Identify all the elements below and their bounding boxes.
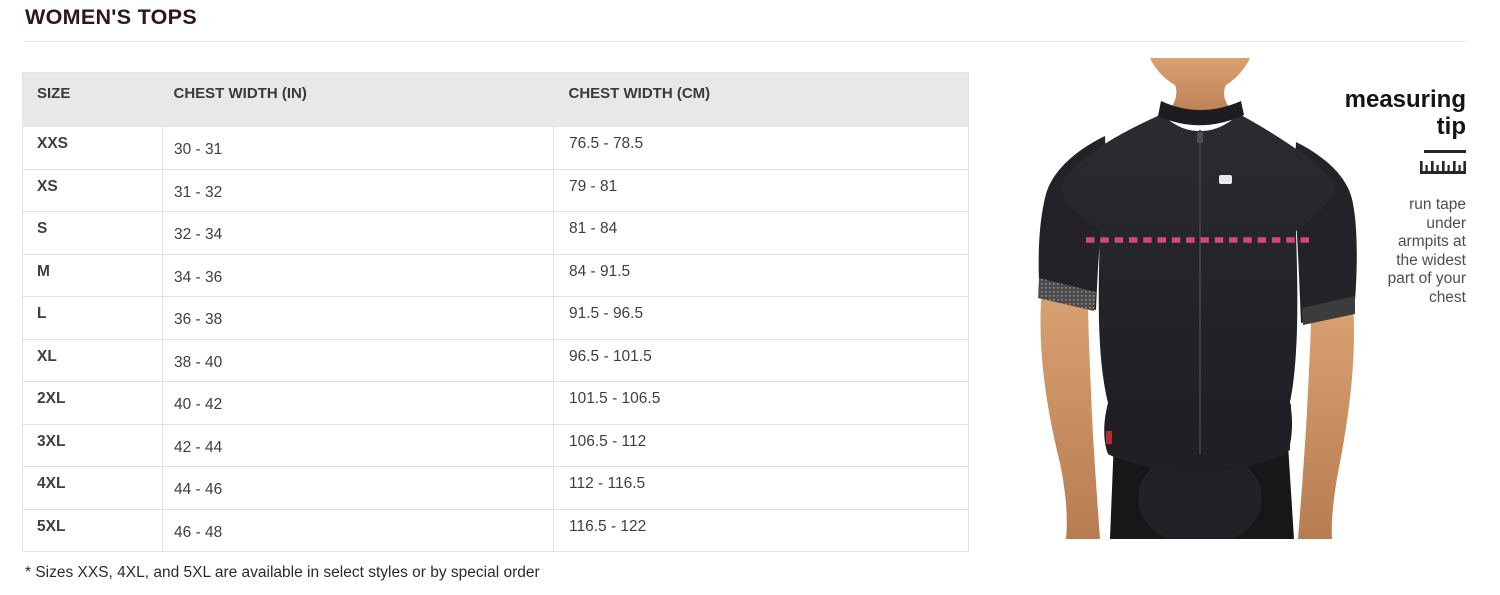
chest-cm-cell: 79 - 81 [553, 168, 969, 212]
measuring-tip-divider [1424, 150, 1466, 153]
table-row: XXS 30 - 31 76.5 - 78.5 [22, 126, 969, 169]
chest-cm-cell: 112 - 116.5 [553, 466, 969, 509]
footnote: * Sizes XXS, 4XL, and 5XL are available … [25, 564, 540, 581]
model-zipper-pull [1197, 132, 1203, 143]
table-row: M 34 - 36 84 - 91.5 [22, 253, 969, 297]
column-header-chest-in: CHEST WIDTH (IN) [162, 72, 554, 127]
table-row: 5XL 46 - 48 116.5 - 122 [22, 508, 969, 552]
chest-cm-cell: 76.5 - 78.5 [553, 126, 969, 169]
model-right-cuff [1302, 296, 1355, 325]
column-header-size: SIZE [22, 72, 163, 127]
size-table-body: XXS 30 - 31 76.5 - 78.5 XS 31 - 32 79 - 81 S 32… [22, 126, 969, 552]
chest-in-cell: 46 - 48 [162, 508, 554, 552]
column-header-chest-cm: CHEST WIDTH (CM) [553, 72, 969, 127]
table-row: XL 38 - 40 96.5 - 101.5 [22, 338, 969, 382]
model-photo [1038, 58, 1357, 539]
size-cell: 2XL [22, 381, 163, 424]
title-divider [25, 41, 1467, 42]
chest-cm-cell: 84 - 91.5 [553, 253, 969, 297]
chest-cm-cell: 116.5 - 122 [553, 508, 969, 552]
model-left-forearm [1040, 288, 1100, 539]
size-table-header: SIZE CHEST WIDTH (IN) CHEST WIDTH (CM) [22, 72, 969, 127]
chest-cm-cell: 106.5 - 112 [553, 423, 969, 467]
chest-in-cell: 32 - 34 [162, 211, 554, 254]
chest-cm-cell: 91.5 - 96.5 [553, 296, 969, 339]
size-cell: 3XL [22, 423, 163, 467]
chest-in-cell: 31 - 32 [162, 168, 554, 212]
model-collar [1158, 101, 1244, 126]
size-cell: XL [22, 338, 163, 382]
chest-in-cell: 30 - 31 [162, 126, 554, 169]
measuring-tip-title: measuring tip [1344, 86, 1466, 140]
chest-in-cell: 42 - 44 [162, 423, 554, 467]
chest-cm-cell: 81 - 84 [553, 211, 969, 254]
size-cell: M [22, 253, 163, 297]
chest-cm-cell: 96.5 - 101.5 [553, 338, 969, 382]
size-table: SIZE CHEST WIDTH (IN) CHEST WIDTH (CM) X… [22, 72, 969, 552]
measuring-tip-text: run tape under armpits at the widest par… [1387, 196, 1466, 306]
chest-cm-cell: 101.5 - 106.5 [553, 381, 969, 424]
model-neck [1150, 58, 1250, 121]
chest-in-cell: 40 - 42 [162, 381, 554, 424]
measuring-tip-section: measuring tip run tape under armpits at … [1296, 86, 1466, 307]
page-title: WOMEN'S TOPS [25, 5, 197, 29]
table-row: 4XL 44 - 46 112 - 116.5 [22, 466, 969, 509]
size-cell: XS [22, 168, 163, 212]
chest-in-cell: 34 - 36 [162, 253, 554, 297]
table-row: 2XL 40 - 42 101.5 - 106.5 [22, 381, 969, 424]
model-right-forearm [1298, 304, 1355, 539]
size-cell: XXS [22, 126, 163, 169]
model-jersey [1060, 114, 1336, 472]
ruler-icon [1420, 161, 1466, 174]
table-row: L 36 - 38 91.5 - 96.5 [22, 296, 969, 339]
chest-in-cell: 38 - 40 [162, 338, 554, 382]
table-row: S 32 - 34 81 - 84 [22, 211, 969, 254]
size-cell: L [22, 296, 163, 339]
size-cell: S [22, 211, 163, 254]
size-cell: 4XL [22, 466, 163, 509]
chest-in-cell: 36 - 38 [162, 296, 554, 339]
table-row: 3XL 42 - 44 106.5 - 112 [22, 423, 969, 467]
model-left-cuff [1038, 278, 1096, 311]
brand-logo [1219, 175, 1232, 184]
size-cell: 5XL [22, 508, 163, 552]
chest-in-cell: 44 - 46 [162, 466, 554, 509]
table-row: XS 31 - 32 79 - 81 [22, 168, 969, 212]
hem-logo [1106, 431, 1112, 444]
